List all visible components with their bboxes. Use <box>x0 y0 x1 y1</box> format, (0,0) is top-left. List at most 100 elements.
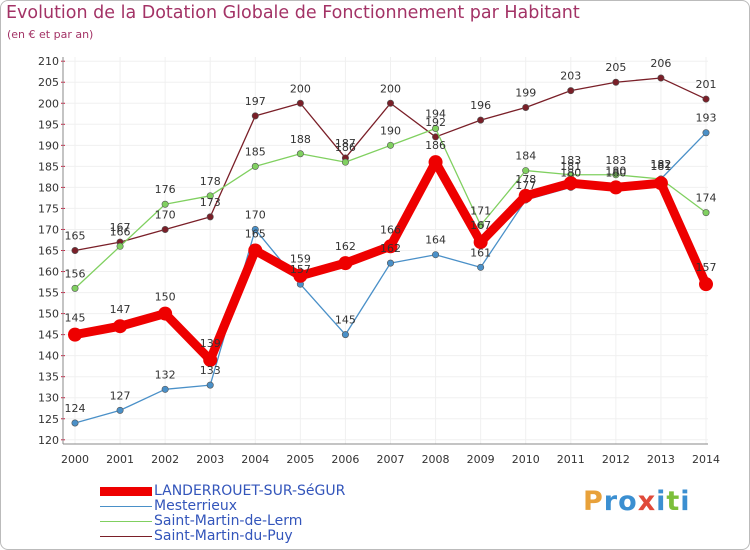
data-point <box>71 284 79 292</box>
legend-swatch-saint-martin-de-lerm <box>100 521 152 522</box>
data-point <box>522 103 530 111</box>
data-point <box>657 74 665 82</box>
data-point <box>473 235 488 250</box>
data-label: 162 <box>380 242 401 255</box>
y-tick-label: 165 <box>38 245 59 258</box>
x-tick-label: 2013 <box>647 453 675 466</box>
data-label: 203 <box>560 70 581 83</box>
data-label: 167 <box>470 219 491 232</box>
legend-item-saint-martin-du-puy[interactable]: Saint-Martin-du-Puy <box>98 528 398 544</box>
data-point <box>653 176 668 191</box>
data-point <box>477 116 485 124</box>
y-tick-label: 120 <box>38 434 59 447</box>
data-point <box>386 259 394 267</box>
data-point <box>383 239 398 254</box>
legend-swatch-saint-martin-du-puy <box>100 536 152 537</box>
data-label: 156 <box>65 267 86 280</box>
data-label: 165 <box>245 228 266 241</box>
logo-letter: P <box>583 486 604 517</box>
legend-item-landerrouet[interactable]: LANDERROUET-SUR-SéGUR <box>98 483 398 499</box>
data-point <box>477 221 485 229</box>
data-point <box>206 192 214 200</box>
legend: LANDERROUET-SUR-SéGUR Mesterrieux Saint-… <box>98 483 398 544</box>
logo-letter: t <box>666 486 681 517</box>
data-label: 157 <box>696 261 717 274</box>
data-label: 186 <box>335 141 356 154</box>
data-label: 187 <box>335 137 356 150</box>
x-tick-label: 2006 <box>331 453 359 466</box>
data-point <box>612 78 620 86</box>
data-point <box>161 200 169 208</box>
data-label: 183 <box>605 154 626 167</box>
data-label: 178 <box>515 173 536 186</box>
y-tick-label: 145 <box>38 329 59 342</box>
x-tick-label: 2000 <box>61 453 89 466</box>
y-tick-label: 195 <box>38 118 59 131</box>
y-tick-label: 175 <box>38 202 59 215</box>
data-point <box>702 95 710 103</box>
data-label: 181 <box>560 160 581 173</box>
data-label: 164 <box>425 234 446 247</box>
data-label: 124 <box>65 402 86 415</box>
data-point <box>702 129 710 137</box>
data-label: 186 <box>425 139 446 152</box>
y-tick-label: 185 <box>38 160 59 173</box>
data-point <box>71 419 79 427</box>
legend-label-landerrouet: LANDERROUET-SUR-SéGUR <box>154 483 346 499</box>
x-tick-label: 2004 <box>241 453 269 466</box>
x-tick-label: 2011 <box>557 453 585 466</box>
data-point <box>432 125 440 133</box>
data-label: 157 <box>290 263 311 276</box>
chart-subtitle: (en € et par an) <box>7 28 94 41</box>
data-label: 178 <box>200 175 221 188</box>
data-labels: 165 167 170 173 197 200 187 200 192 196 199 203 205 2… <box>65 57 717 415</box>
data-label: 194 <box>425 108 446 121</box>
data-label: 182 <box>650 158 671 171</box>
data-point <box>341 158 349 166</box>
data-label: 180 <box>560 166 581 179</box>
data-label: 145 <box>65 312 86 325</box>
data-label: 183 <box>560 154 581 167</box>
logo-letter: i <box>656 486 667 517</box>
data-point <box>206 213 214 221</box>
logo-letter: x <box>637 486 657 517</box>
legend-item-mesterrieux[interactable]: Mesterrieux <box>98 498 398 514</box>
legend-item-saint-martin-de-lerm[interactable]: Saint-Martin-de-Lerm <box>98 513 398 529</box>
y-tick-label: 140 <box>38 350 59 363</box>
y-tick-label: 200 <box>38 97 59 110</box>
y-tick-label: 125 <box>38 413 59 426</box>
data-point <box>477 263 485 271</box>
data-label: 180 <box>605 166 626 179</box>
data-point <box>161 225 169 233</box>
y-tick-label: 160 <box>38 266 59 279</box>
data-label: 184 <box>515 150 536 163</box>
data-point <box>248 243 263 258</box>
data-point <box>158 306 173 321</box>
data-point <box>432 133 440 141</box>
data-label: 200 <box>290 82 311 95</box>
chart-title: Evolution de la Dotation Globale de Fonc… <box>6 3 580 23</box>
data-label: 165 <box>65 230 86 243</box>
data-label: 196 <box>470 99 491 112</box>
x-tick-label: 2008 <box>422 453 450 466</box>
x-tick-label: 2001 <box>106 453 134 466</box>
y-tick-label: 210 <box>38 55 59 68</box>
data-label: 162 <box>335 240 356 253</box>
data-point <box>612 171 620 179</box>
data-label: 139 <box>200 337 221 350</box>
data-label: 170 <box>155 208 176 221</box>
legend-label-mesterrieux: Mesterrieux <box>154 498 238 514</box>
data-point <box>203 352 218 367</box>
data-point <box>206 381 214 389</box>
data-label: 200 <box>380 82 401 95</box>
legend-swatch-landerrouet <box>100 487 152 496</box>
data-point <box>608 180 623 195</box>
data-label: 174 <box>696 192 717 205</box>
data-label: 176 <box>155 183 176 196</box>
data-label: 201 <box>696 78 717 91</box>
y-tick-label: 155 <box>38 287 59 300</box>
x-tick-label: 2012 <box>602 453 630 466</box>
data-point <box>251 225 259 233</box>
data-label: 206 <box>650 57 671 70</box>
